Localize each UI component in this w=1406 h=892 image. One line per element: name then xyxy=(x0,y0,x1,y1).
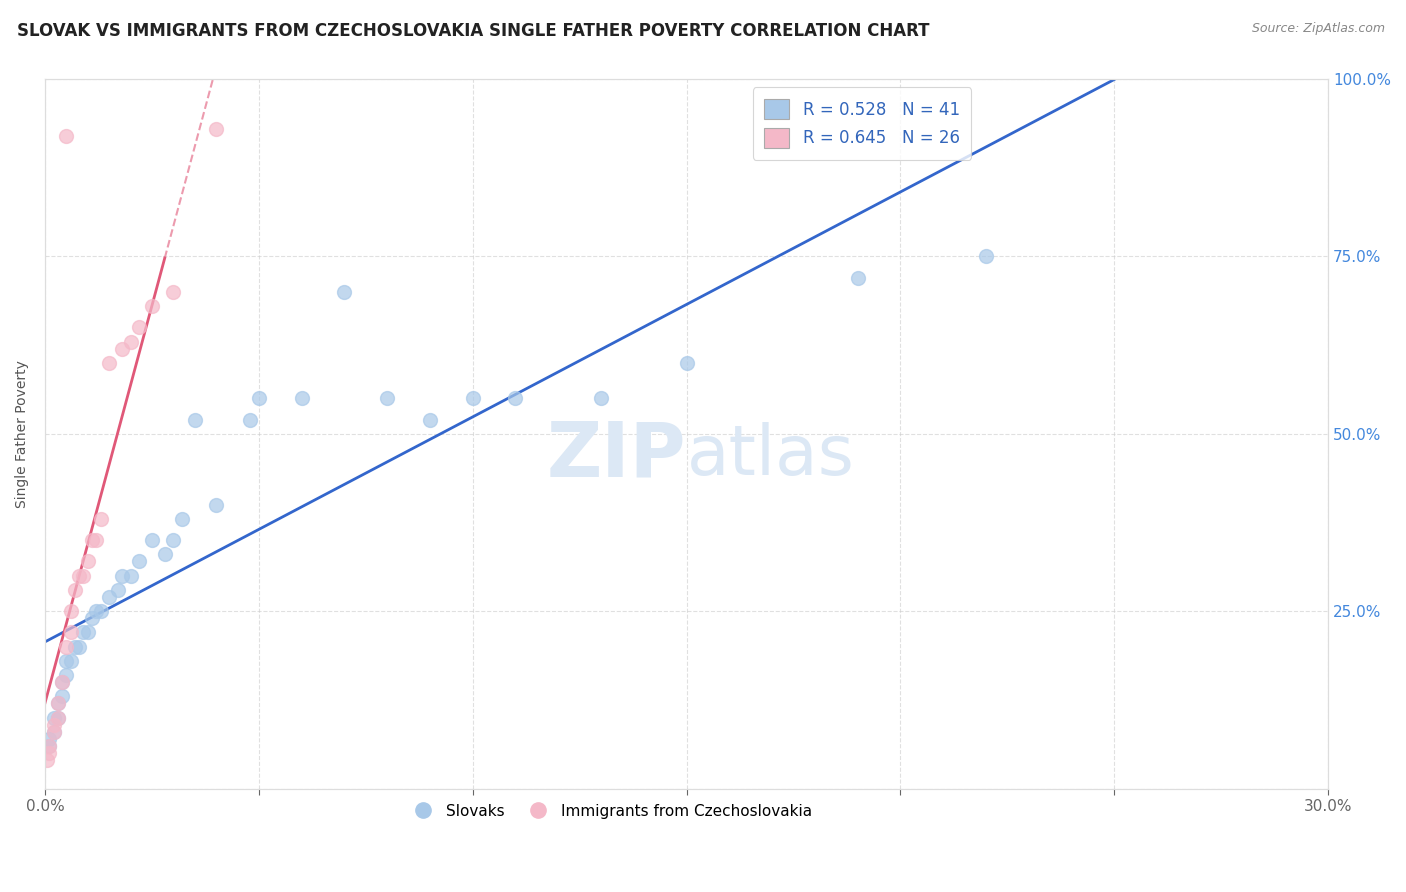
Point xyxy=(59,604,82,618)
Point xyxy=(111,342,134,356)
Point xyxy=(247,392,270,406)
Point xyxy=(90,512,112,526)
Y-axis label: Single Father Poverty: Single Father Poverty xyxy=(15,359,30,508)
Point xyxy=(162,285,184,299)
Point xyxy=(846,270,869,285)
Point xyxy=(46,697,69,711)
Point xyxy=(111,568,134,582)
Point xyxy=(76,554,98,568)
Point xyxy=(141,533,163,548)
Point xyxy=(675,356,697,370)
Point xyxy=(63,640,86,654)
Point xyxy=(419,412,441,426)
Text: Source: ZipAtlas.com: Source: ZipAtlas.com xyxy=(1251,22,1385,36)
Point xyxy=(170,512,193,526)
Point xyxy=(51,690,73,704)
Point xyxy=(55,654,77,668)
Point xyxy=(59,654,82,668)
Point xyxy=(59,625,82,640)
Point xyxy=(239,412,262,426)
Point xyxy=(84,533,107,548)
Point xyxy=(38,739,60,753)
Point xyxy=(107,582,129,597)
Point xyxy=(120,568,142,582)
Point xyxy=(42,724,65,739)
Point xyxy=(461,392,484,406)
Point xyxy=(84,604,107,618)
Point xyxy=(90,604,112,618)
Point xyxy=(974,249,997,263)
Point xyxy=(46,697,69,711)
Text: SLOVAK VS IMMIGRANTS FROM CZECHOSLOVAKIA SINGLE FATHER POVERTY CORRELATION CHART: SLOVAK VS IMMIGRANTS FROM CZECHOSLOVAKIA… xyxy=(17,22,929,40)
Point xyxy=(205,498,228,512)
Point xyxy=(42,724,65,739)
Point xyxy=(46,710,69,724)
Point xyxy=(37,753,59,767)
Point xyxy=(333,285,356,299)
Point xyxy=(141,299,163,313)
Point xyxy=(162,533,184,548)
Point xyxy=(63,582,86,597)
Point xyxy=(98,590,121,604)
Point xyxy=(80,611,103,625)
Point xyxy=(55,640,77,654)
Point xyxy=(205,121,228,136)
Point xyxy=(589,392,612,406)
Point xyxy=(291,392,314,406)
Legend: Slovaks, Immigrants from Czechoslovakia: Slovaks, Immigrants from Czechoslovakia xyxy=(401,797,818,825)
Point xyxy=(128,554,150,568)
Point xyxy=(72,568,94,582)
Point xyxy=(76,625,98,640)
Point xyxy=(120,334,142,349)
Point xyxy=(55,128,77,143)
Point xyxy=(38,746,60,760)
Text: ZIP: ZIP xyxy=(547,418,686,492)
Point xyxy=(375,392,398,406)
Point xyxy=(51,675,73,690)
Point xyxy=(42,710,65,724)
Point xyxy=(98,356,121,370)
Point xyxy=(46,710,69,724)
Point xyxy=(51,675,73,690)
Text: atlas: atlas xyxy=(686,422,855,489)
Point xyxy=(80,533,103,548)
Point xyxy=(42,717,65,731)
Point xyxy=(55,668,77,682)
Point xyxy=(67,568,90,582)
Point xyxy=(183,412,205,426)
Point xyxy=(72,625,94,640)
Point xyxy=(67,640,90,654)
Point xyxy=(505,392,527,406)
Point xyxy=(38,731,60,746)
Point xyxy=(128,320,150,334)
Point xyxy=(38,739,60,753)
Point xyxy=(153,548,176,562)
